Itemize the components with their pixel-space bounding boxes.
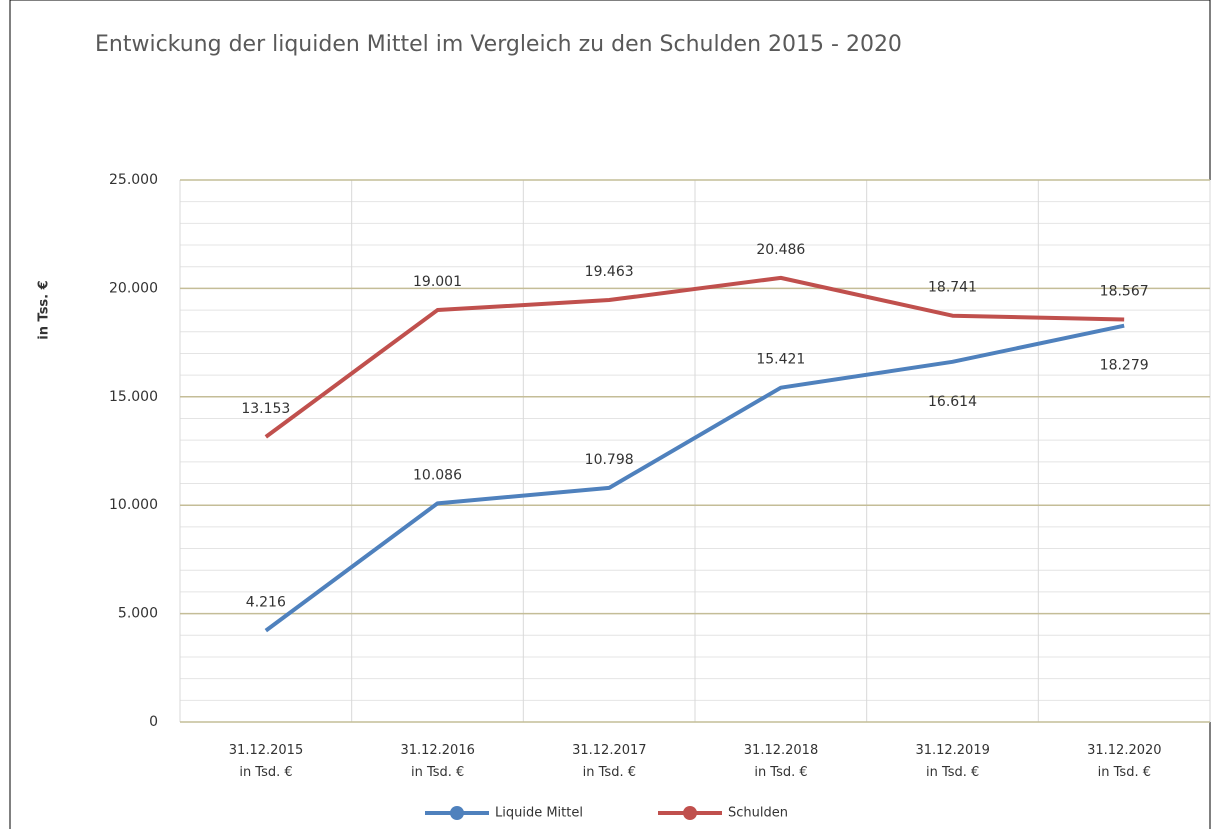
- x-tick-label: 31.12.2020 in Tsd. €: [1087, 743, 1162, 780]
- legend-marker: [683, 806, 697, 820]
- data-label: 4.216: [246, 595, 286, 611]
- line: [264, 323, 1125, 633]
- data-label: 19.463: [585, 264, 634, 280]
- data-label: 15.421: [756, 352, 805, 368]
- chart-title: Entwickung der liquiden Mittel im Vergle…: [95, 32, 902, 57]
- data-label: 19.001: [413, 274, 462, 290]
- legend-label: Schulden: [728, 806, 788, 821]
- frame: [9, 0, 1211, 829]
- y-tick-label: 25.000: [109, 172, 158, 188]
- y-tick-label: 0: [149, 714, 158, 730]
- y-tick-label: 15.000: [109, 389, 158, 405]
- y-tick-label: 20.000: [109, 280, 158, 296]
- data-label: 10.798: [585, 452, 634, 468]
- data-label: 18.279: [1100, 358, 1149, 374]
- x-tick-label: 31.12.2019 in Tsd. €: [915, 743, 990, 780]
- data-label: 18.741: [928, 280, 977, 296]
- x-tick-label: 31.12.2018 in Tsd. €: [743, 743, 819, 780]
- data-label: 10.086: [413, 467, 462, 483]
- y-tick-label: 5.000: [118, 606, 158, 622]
- data-label: 16.614: [928, 394, 977, 410]
- y-axis-label: in Tss. €: [37, 280, 52, 339]
- data-label: 18.567: [1100, 283, 1149, 299]
- x-tick-label: 31.12.2016 in Tsd. €: [400, 743, 475, 780]
- x-tick-label: 31.12.2017 in Tsd. €: [572, 743, 647, 780]
- data-label: 20.486: [756, 242, 805, 258]
- legend-marker: [450, 806, 464, 820]
- y-tick-label: 10.000: [109, 497, 158, 513]
- line: [264, 275, 1125, 439]
- data-label: 13.153: [241, 401, 290, 417]
- x-tick-label: 31.12.2015 in Tsd. €: [228, 743, 304, 780]
- legend-label: Liquide Mittel: [495, 806, 583, 821]
